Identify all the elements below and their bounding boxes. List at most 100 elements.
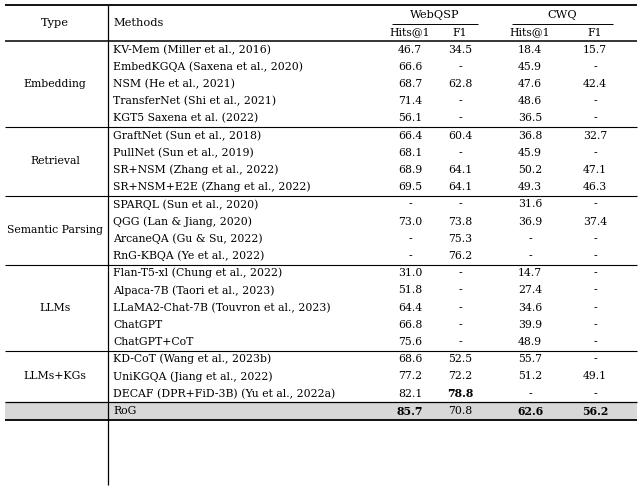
Bar bbox=[5, 402, 637, 421]
Text: 27.4: 27.4 bbox=[518, 285, 542, 295]
Text: 36.9: 36.9 bbox=[518, 216, 542, 227]
Text: NSM (He et al., 2021): NSM (He et al., 2021) bbox=[113, 79, 235, 89]
Text: QGG (Lan & Jiang, 2020): QGG (Lan & Jiang, 2020) bbox=[113, 216, 252, 227]
Text: 45.9: 45.9 bbox=[518, 62, 542, 72]
Text: 32.7: 32.7 bbox=[583, 131, 607, 141]
Text: 75.3: 75.3 bbox=[448, 234, 472, 244]
Text: -: - bbox=[408, 251, 412, 261]
Text: 56.1: 56.1 bbox=[398, 113, 422, 123]
Text: -: - bbox=[593, 320, 597, 330]
Text: F1: F1 bbox=[588, 28, 602, 37]
Text: 71.4: 71.4 bbox=[398, 96, 422, 106]
Text: 51.2: 51.2 bbox=[518, 371, 542, 382]
Text: ChatGPT+CoT: ChatGPT+CoT bbox=[113, 337, 193, 347]
Text: -: - bbox=[593, 234, 597, 244]
Text: 34.5: 34.5 bbox=[448, 44, 472, 55]
Text: 42.4: 42.4 bbox=[583, 79, 607, 89]
Text: -: - bbox=[458, 303, 462, 313]
Text: -: - bbox=[458, 113, 462, 123]
Text: CWQ: CWQ bbox=[548, 9, 577, 20]
Text: -: - bbox=[593, 113, 597, 123]
Text: TransferNet (Shi et al., 2021): TransferNet (Shi et al., 2021) bbox=[113, 96, 276, 106]
Text: 39.9: 39.9 bbox=[518, 320, 542, 330]
Text: -: - bbox=[593, 96, 597, 106]
Text: 60.4: 60.4 bbox=[448, 131, 472, 141]
Text: 52.5: 52.5 bbox=[448, 354, 472, 364]
Text: 72.2: 72.2 bbox=[448, 371, 472, 382]
Text: -: - bbox=[458, 148, 462, 158]
Text: -: - bbox=[593, 251, 597, 261]
Text: GraftNet (Sun et al., 2018): GraftNet (Sun et al., 2018) bbox=[113, 131, 261, 141]
Text: 75.6: 75.6 bbox=[398, 337, 422, 347]
Text: -: - bbox=[408, 234, 412, 244]
Text: -: - bbox=[458, 320, 462, 330]
Text: -: - bbox=[458, 337, 462, 347]
Text: Hits@1: Hits@1 bbox=[509, 28, 550, 37]
Text: -: - bbox=[593, 199, 597, 210]
Text: EmbedKGQA (Saxena et al., 2020): EmbedKGQA (Saxena et al., 2020) bbox=[113, 62, 303, 72]
Text: -: - bbox=[528, 388, 532, 399]
Text: 18.4: 18.4 bbox=[518, 44, 542, 55]
Text: -: - bbox=[458, 62, 462, 72]
Text: 49.3: 49.3 bbox=[518, 182, 542, 192]
Text: 47.6: 47.6 bbox=[518, 79, 542, 89]
Text: 73.8: 73.8 bbox=[448, 216, 472, 227]
Text: LLaMA2-Chat-7B (Touvron et al., 2023): LLaMA2-Chat-7B (Touvron et al., 2023) bbox=[113, 302, 331, 313]
Text: 45.9: 45.9 bbox=[518, 148, 542, 158]
Text: ChatGPT: ChatGPT bbox=[113, 320, 163, 330]
Text: 56.2: 56.2 bbox=[582, 406, 608, 417]
Text: Type: Type bbox=[41, 18, 69, 28]
Text: Embedding: Embedding bbox=[24, 79, 86, 89]
Text: 55.7: 55.7 bbox=[518, 354, 542, 364]
Text: -: - bbox=[593, 337, 597, 347]
Text: -: - bbox=[593, 62, 597, 72]
Text: -: - bbox=[458, 268, 462, 278]
Text: -: - bbox=[458, 96, 462, 106]
Text: 66.4: 66.4 bbox=[398, 131, 422, 141]
Text: 64.4: 64.4 bbox=[398, 303, 422, 313]
Text: 15.7: 15.7 bbox=[583, 44, 607, 55]
Text: LLMs+KGs: LLMs+KGs bbox=[24, 371, 86, 382]
Text: 85.7: 85.7 bbox=[397, 406, 423, 417]
Text: 68.6: 68.6 bbox=[398, 354, 422, 364]
Text: 49.1: 49.1 bbox=[583, 371, 607, 382]
Text: -: - bbox=[458, 285, 462, 295]
Text: 68.9: 68.9 bbox=[398, 165, 422, 175]
Text: RoG: RoG bbox=[113, 406, 136, 416]
Text: Methods: Methods bbox=[113, 18, 163, 28]
Text: WebQSP: WebQSP bbox=[410, 9, 460, 20]
Text: 48.6: 48.6 bbox=[518, 96, 542, 106]
Text: 14.7: 14.7 bbox=[518, 268, 542, 278]
Text: PullNet (Sun et al., 2019): PullNet (Sun et al., 2019) bbox=[113, 147, 253, 158]
Text: KV-Mem (Miller et al., 2016): KV-Mem (Miller et al., 2016) bbox=[113, 44, 271, 55]
Text: -: - bbox=[458, 199, 462, 210]
Text: 68.7: 68.7 bbox=[398, 79, 422, 89]
Text: -: - bbox=[593, 268, 597, 278]
Text: RnG-KBQA (Ye et al., 2022): RnG-KBQA (Ye et al., 2022) bbox=[113, 251, 264, 261]
Text: 36.8: 36.8 bbox=[518, 131, 542, 141]
Text: 48.9: 48.9 bbox=[518, 337, 542, 347]
Text: -: - bbox=[593, 303, 597, 313]
Text: 76.2: 76.2 bbox=[448, 251, 472, 261]
Text: Hits@1: Hits@1 bbox=[390, 28, 430, 37]
Text: 50.2: 50.2 bbox=[518, 165, 542, 175]
Text: 69.5: 69.5 bbox=[398, 182, 422, 192]
Text: 51.8: 51.8 bbox=[398, 285, 422, 295]
Text: SPARQL (Sun et al., 2020): SPARQL (Sun et al., 2020) bbox=[113, 199, 259, 210]
Text: 64.1: 64.1 bbox=[448, 165, 472, 175]
Text: -: - bbox=[593, 388, 597, 399]
Text: -: - bbox=[528, 251, 532, 261]
Text: Alpaca-7B (Taori et al., 2023): Alpaca-7B (Taori et al., 2023) bbox=[113, 285, 275, 296]
Text: 47.1: 47.1 bbox=[583, 165, 607, 175]
Text: 66.8: 66.8 bbox=[398, 320, 422, 330]
Text: 37.4: 37.4 bbox=[583, 216, 607, 227]
Text: -: - bbox=[528, 234, 532, 244]
Text: Retrieval: Retrieval bbox=[30, 156, 80, 167]
Text: UniKGQA (Jiang et al., 2022): UniKGQA (Jiang et al., 2022) bbox=[113, 371, 273, 382]
Text: 62.8: 62.8 bbox=[448, 79, 472, 89]
Text: -: - bbox=[408, 199, 412, 210]
Text: 62.6: 62.6 bbox=[517, 406, 543, 417]
Text: ArcaneQA (Gu & Su, 2022): ArcaneQA (Gu & Su, 2022) bbox=[113, 234, 262, 244]
Text: 68.1: 68.1 bbox=[398, 148, 422, 158]
Text: LLMs: LLMs bbox=[40, 303, 70, 313]
